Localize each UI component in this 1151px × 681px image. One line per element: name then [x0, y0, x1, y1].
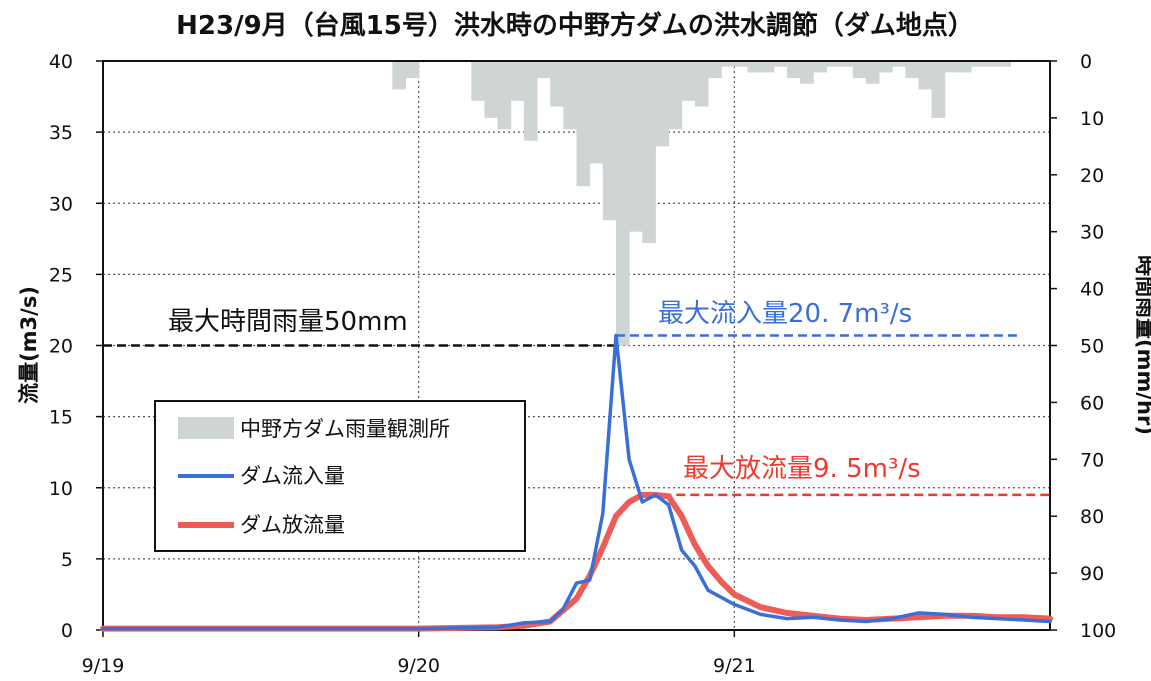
rainfall-bar — [734, 61, 748, 67]
right-tick-label: 30 — [1080, 222, 1104, 244]
rainfall-bar — [971, 61, 985, 67]
rainfall-bar — [865, 61, 880, 84]
rainfall-bar — [747, 61, 762, 73]
left-axis-label: 流量(m3/s) — [17, 286, 41, 404]
rainfall-bar — [918, 61, 933, 90]
right-tick-label: 10 — [1080, 108, 1104, 130]
right-tick-label: 90 — [1080, 563, 1104, 585]
rainfall-bar — [668, 61, 683, 130]
left-tick-label: 40 — [49, 51, 73, 73]
rainfall-bar — [655, 61, 670, 147]
left-tick-label: 20 — [49, 336, 73, 358]
rainfall-bar — [800, 61, 814, 84]
legend-swatch-rainfall — [178, 417, 234, 439]
rainfall-bar — [984, 61, 998, 67]
rainfall-bar — [957, 61, 972, 73]
rainfall-bar — [694, 61, 709, 107]
left-tick-label: 10 — [49, 478, 73, 500]
rainfall-bar — [576, 61, 591, 187]
rainfall-bar — [589, 61, 604, 164]
rainfall-bar — [392, 61, 407, 90]
right-tick-label: 0 — [1080, 51, 1092, 73]
left-tick-label: 25 — [49, 264, 73, 286]
rainfall-bar — [563, 61, 577, 130]
right-axis-ticks: 0 10 20 30 40 50 60 70 80 90 100 — [1050, 51, 1116, 642]
rainfall-bar — [681, 61, 696, 101]
max-rain-annotation: 最大時間雨量50mm — [168, 307, 408, 337]
legend-label-inflow: ダム流入量 — [240, 464, 345, 488]
rainfall-bar — [931, 61, 946, 118]
right-tick-label: 20 — [1080, 165, 1104, 187]
left-axis-ticks: 0 5 10 15 20 25 30 35 40 — [49, 51, 103, 642]
rainfall-bar — [892, 61, 906, 67]
x-axis-ticks: 9/19 9/20 9/21 — [82, 630, 756, 677]
legend: 中野方ダム雨量観測所 ダム流入量 ダム放流量 — [154, 400, 526, 552]
rainfall-bar — [523, 61, 538, 141]
left-tick-label: 5 — [61, 549, 73, 571]
rainfall-bar — [471, 61, 485, 101]
right-tick-label: 40 — [1080, 279, 1104, 301]
rainfall-bar — [905, 61, 919, 79]
rainfall-bar — [629, 61, 643, 232]
right-tick-label: 50 — [1080, 336, 1104, 358]
right-tick-label: 70 — [1080, 449, 1104, 471]
rainfall-bar — [405, 61, 420, 79]
max-outflow-annotation: 最大放流量9. 5m³/s — [683, 454, 921, 484]
rainfall-bar — [537, 61, 551, 79]
left-tick-label: 30 — [49, 193, 73, 215]
rainfall-bar — [602, 61, 617, 221]
right-tick-label: 60 — [1080, 392, 1104, 414]
chart-title: H23/9月（台風15号）洪水時の中野方ダムの洪水調節（ダム地点） — [176, 10, 974, 41]
rainfall-bar — [708, 61, 722, 79]
rainfall-bar — [550, 61, 564, 107]
left-tick-label: 15 — [49, 407, 73, 429]
outflow-line — [100, 491, 1053, 632]
legend-label-rainfall: 中野方ダム雨量観測所 — [240, 417, 450, 441]
x-tick-label: 9/20 — [397, 655, 440, 677]
rainfall-bar — [826, 61, 841, 67]
rainfall-bar — [773, 61, 788, 67]
x-tick-label: 9/21 — [713, 655, 756, 677]
rainfall-bar — [997, 61, 1012, 67]
rainfall-bar — [760, 61, 775, 73]
flow-lines — [100, 333, 1053, 632]
rainfall-bar — [786, 61, 801, 79]
right-axis-label: 時間雨量(mm/hr) — [1133, 255, 1151, 435]
rainfall-bar — [642, 61, 656, 244]
rainfall-bar — [615, 61, 630, 346]
rainfall-bar — [879, 61, 893, 73]
left-tick-label: 0 — [61, 620, 73, 642]
rainfall-bar — [497, 61, 512, 130]
right-tick-label: 80 — [1080, 506, 1104, 528]
rainfall-bar — [813, 61, 827, 73]
rainfall-bar — [721, 61, 735, 67]
rainfall-bar — [944, 61, 959, 73]
x-tick-label: 9/19 — [82, 655, 125, 677]
rainfall-bars — [392, 61, 1012, 346]
rainfall-bar — [510, 61, 525, 101]
left-tick-label: 35 — [49, 122, 73, 144]
inflow-line — [101, 333, 1052, 631]
legend-label-outflow: ダム放流量 — [240, 513, 345, 537]
reference-lines — [103, 334, 1052, 497]
max-inflow-annotation: 最大流入量20. 7m³/s — [658, 299, 912, 329]
rainfall-bar — [484, 61, 499, 118]
right-tick-label: 100 — [1080, 620, 1116, 642]
rainfall-bar — [852, 61, 867, 79]
rainfall-bar — [839, 61, 854, 67]
